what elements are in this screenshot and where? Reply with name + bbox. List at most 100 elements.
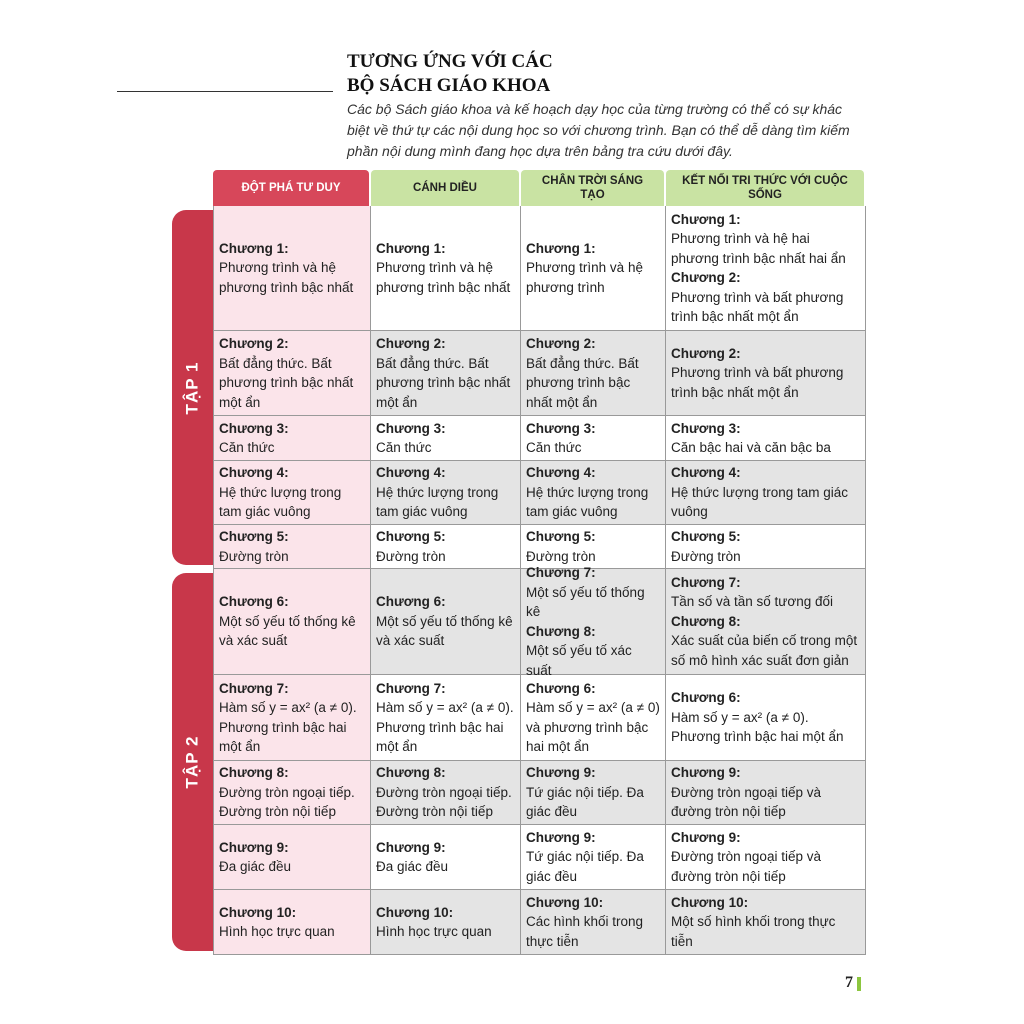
chapter-text: Hệ thức lượng trong tam giác vuông <box>526 484 649 520</box>
cell: Chương 3: Căn thức <box>371 416 521 461</box>
cell: Chương 5: Đường tròn <box>371 525 521 569</box>
chapter-text: Căn thức <box>219 440 275 455</box>
chapter-text: Xác suất của biến cố trong một số mô hìn… <box>671 633 858 668</box>
cell: Chương 9: Đường tròn ngoại tiếp và đường … <box>666 761 866 825</box>
chapter-text: Căn bậc hai và căn bậc ba <box>671 440 831 455</box>
chapter-label: Chương 6: <box>671 690 741 706</box>
chapter-label: Chương 3: <box>219 420 289 436</box>
chapter-label: Chương 1: <box>219 240 289 256</box>
cell: Chương 1: Phương trình và hệ hai phương t… <box>666 206 866 331</box>
chapter-label: Chương 2: <box>671 270 741 285</box>
chapter-text: Đường tròn <box>671 548 741 564</box>
chapter-label: Chương 7: <box>526 565 596 580</box>
chapter-text: Đa giác đều <box>376 859 449 874</box>
chapter-text: Các hình khối trong thực tiễn <box>526 914 644 949</box>
chapter-label: Chương 3: <box>526 420 596 436</box>
chapter-label: Chương 1: <box>376 240 446 256</box>
cell: Chương 1: Phương trình và hệ phương trình <box>521 206 666 331</box>
chapter-text: Phương trình và bất phương trình bậc nhấ… <box>671 289 844 325</box>
cell: Chương 8: Đường tròn ngoại tiếp. Đường tr… <box>371 761 521 825</box>
cell: Chương 9: Tứ giác nội tiếp. Đa giác đều <box>521 761 666 825</box>
chapter-label: Chương 6: <box>526 680 596 696</box>
chapter-text: Đường tròn ngoại tiếp. Đường tròn nội ti… <box>376 784 512 820</box>
chapter-label: Chương 2: <box>376 336 446 351</box>
title-line: BỘ SÁCH GIÁO KHOA <box>347 75 551 96</box>
chapter-text: Một số yếu tố thống kê <box>526 584 645 620</box>
chapter-text: Căn thức <box>376 440 432 455</box>
chapter-text: Đường tròn ngoại tiếp và đường tròn nội … <box>671 784 821 820</box>
chapter-label: Chương 8: <box>376 765 446 781</box>
cell: Chương 10: Hình học trực quan <box>371 890 521 955</box>
chapter-label: Chương 8: <box>671 613 741 629</box>
chapter-label: Chương 2: <box>219 336 289 351</box>
chapter-text: Hàm số y = ax² (a ≠ 0). Phương trình bậc… <box>671 709 844 745</box>
cell: Chương 4: Hệ thức lượng trong tam giác vu… <box>666 461 866 525</box>
title-line: TƯƠNG ỨNG VỚI CÁC <box>347 51 553 72</box>
cell: Chương 10: Các hình khối trong thực tiễn <box>521 890 666 955</box>
chapter-label: Chương 9: <box>671 829 741 845</box>
chapter-text: Đường tròn <box>219 548 289 564</box>
volume-label: TẬP 1 <box>182 361 202 414</box>
chapter-label: Chương 8: <box>219 765 289 781</box>
page-bar <box>857 977 861 991</box>
cell: Chương 7: Hàm số y = ax² (a ≠ 0). Phương … <box>371 675 521 761</box>
chapter-label: Chương 2: <box>526 336 596 351</box>
chapter-label: Chương 3: <box>376 420 446 436</box>
chapter-label: Chương 7: <box>671 574 741 590</box>
cell: Chương 5: Đường tròn <box>521 525 666 569</box>
chapter-text: Phương trình và hệ hai phương trình bậc … <box>671 231 846 266</box>
chapter-text: Phương trình và hệ phương trình <box>526 260 643 295</box>
cell: Chương 7: Một số yếu tố thống kê Chương 8:… <box>521 565 666 678</box>
chapter-text: Hình học trực quan <box>376 924 492 939</box>
cell: Chương 7: Tần số và tần số tương đối Chươn… <box>666 569 866 675</box>
cell: Chương 2: Bất đẳng thức. Bất phương trình… <box>371 331 521 416</box>
cell: Chương 10: Hình học trực quan <box>213 890 371 955</box>
chapter-label: Chương 6: <box>219 594 289 610</box>
chapter-text: Một số yếu tố xác suất <box>526 643 632 678</box>
chapter-text: Một số yếu tố thống kê và xác suất <box>219 613 356 649</box>
chapter-label: Chương 6: <box>376 594 446 610</box>
chapter-label: Chương 10: <box>526 894 604 910</box>
chapter-label: Chương 8: <box>526 623 596 639</box>
chapter-label: Chương 9: <box>671 765 741 781</box>
chapter-text: Đường tròn <box>376 548 446 564</box>
chapter-text: Bất đẳng thức. Bất phương trình bậc nhất… <box>219 355 354 410</box>
volume-label: TẬP 2 <box>182 735 202 789</box>
cell: Chương 8: Đường tròn ngoại tiếp. Đường tr… <box>213 761 371 825</box>
chapter-label: Chương 5: <box>219 529 289 544</box>
chapter-label: Chương 4: <box>671 465 741 481</box>
chapter-text: Bất đẳng thức. Bất phương trình bậc nhất… <box>526 355 639 410</box>
chapter-label: Chương 10: <box>376 904 454 920</box>
volume-tab: TẬP 1 <box>172 210 213 565</box>
cell: Chương 4: Hệ thức lượng trong tam giác vu… <box>371 461 521 525</box>
chapter-label: Chương 2: <box>671 345 741 361</box>
cell: Chương 2: Bất đẳng thức. Bất phương trình… <box>213 331 371 416</box>
chapter-text: Hình học trực quan <box>219 924 335 939</box>
chapter-text: Một số yếu tố thống kê và xác suất <box>376 613 513 649</box>
chapter-label: Chương 5: <box>671 529 741 544</box>
chapter-label: Chương 10: <box>219 904 297 920</box>
chapter-label: Chương 4: <box>526 465 596 481</box>
cell: Chương 3: Căn thức <box>213 416 371 461</box>
cell: Chương 9: Đường tròn ngoại tiếp và đường … <box>666 825 866 890</box>
chapter-text: Phương trình và hệ phương trình bậc nhất <box>219 260 354 295</box>
chapter-text: Hệ thức lượng trong tam giác vuông <box>376 484 499 520</box>
chapter-text: Hệ thức lượng trong tam giác vuông <box>219 484 342 520</box>
cell: Chương 2: Phương trình và bất phương trìn… <box>666 331 866 416</box>
cell: Chương 4: Hệ thức lượng trong tam giác vu… <box>213 461 371 525</box>
chapter-label: Chương 10: <box>671 894 749 910</box>
cell: Chương 9: Đa giác đều <box>371 825 521 890</box>
volume-tab: TẬP 2 <box>172 573 213 951</box>
cell: Chương 2: Bất đẳng thức. Bất phương trình… <box>521 331 666 416</box>
chapter-text: Hàm số y = ax² (a ≠ 0). Phương trình bậc… <box>376 700 514 754</box>
chapter-text: Tứ giác nội tiếp. Đa giác đều <box>526 849 644 884</box>
chapter-label: Chương 5: <box>526 529 596 544</box>
chapter-label: Chương 4: <box>376 465 446 481</box>
cell: Chương 1: Phương trình và hệ phương trình… <box>213 206 371 331</box>
chapter-text: Tứ giác nội tiếp. Đa giác đều <box>526 784 644 820</box>
chapter-label: Chương 9: <box>376 839 446 855</box>
chapter-label: Chương 1: <box>671 211 741 227</box>
chapter-text: Đa giác đều <box>219 859 292 874</box>
cell: Chương 6: Hàm số y = ax² (a ≠ 0). Phương … <box>666 675 866 761</box>
